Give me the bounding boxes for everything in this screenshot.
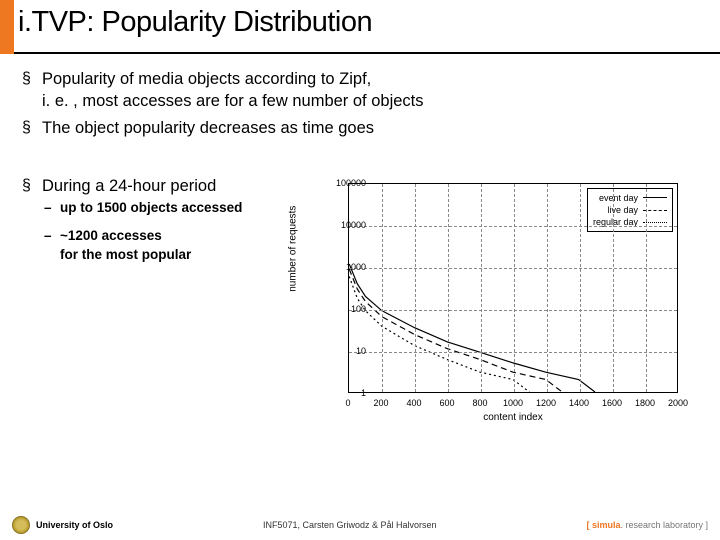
- series-regular-day: [349, 276, 529, 392]
- chart-wrap: event daylive dayregular day number of r…: [302, 175, 702, 435]
- gridline-v: [481, 184, 482, 392]
- x-tick-label: 1000: [503, 397, 523, 409]
- x-tick-label: 1800: [635, 397, 655, 409]
- x-tick-label: 800: [472, 397, 487, 409]
- lower-left: During a 24-hour period up to 1500 objec…: [22, 175, 302, 274]
- series-event-day: [349, 264, 595, 392]
- x-tick-label: 1400: [569, 397, 589, 409]
- gridline-v: [613, 184, 614, 392]
- title-bar: i.TVP: Popularity Distribution: [0, 0, 720, 54]
- content-area: Popularity of media objects according to…: [0, 54, 720, 435]
- title-accent: [0, 0, 14, 54]
- bullet-text: During a 24-hour period: [42, 177, 216, 195]
- x-tick-label: 2000: [668, 397, 688, 409]
- y-tick-label: 10000: [326, 219, 366, 231]
- lab-suffix: . research laboratory ]: [620, 520, 708, 530]
- y-tick-label: 100000: [326, 177, 366, 189]
- bullet-item: During a 24-hour period up to 1500 objec…: [22, 175, 302, 264]
- sub-bullets: up to 1500 objects accessed ~1200 access…: [42, 199, 302, 264]
- legend-item: event day: [593, 192, 667, 204]
- university-seal-icon: [12, 516, 30, 534]
- x-axis-label: content index: [348, 411, 678, 425]
- gridline-v: [448, 184, 449, 392]
- sub-bullet-item: up to 1500 objects accessed: [42, 199, 302, 217]
- gridline-v: [514, 184, 515, 392]
- x-tick-label: 200: [373, 397, 388, 409]
- plot-area: event daylive dayregular day: [348, 183, 678, 393]
- footer-lab: [ simula. research laboratory ]: [586, 520, 708, 530]
- gridline-v: [382, 184, 383, 392]
- gridline-v: [547, 184, 548, 392]
- bullet-item: The object popularity decreases as time …: [22, 117, 700, 139]
- slide: i.TVP: Popularity Distribution Popularit…: [0, 0, 720, 540]
- x-tick-label: 1200: [536, 397, 556, 409]
- y-axis-label: number of requests: [287, 205, 301, 291]
- gridline-h: [349, 352, 677, 353]
- gridline-h: [349, 268, 677, 269]
- legend-label: event day: [599, 192, 638, 204]
- x-tick-label: 600: [439, 397, 454, 409]
- footer: University of Oslo INF5071, Carsten Griw…: [0, 516, 720, 534]
- legend-item: live day: [593, 204, 667, 216]
- footer-course: INF5071, Carsten Griwodz & Pål Halvorsen: [113, 520, 586, 530]
- y-tick-label: 1000: [326, 261, 366, 273]
- x-tick-label: 1600: [602, 397, 622, 409]
- y-tick-label: 100: [326, 303, 366, 315]
- gridline-h: [349, 310, 677, 311]
- gridline-v: [580, 184, 581, 392]
- gridline-v: [415, 184, 416, 392]
- gridline-h: [349, 226, 677, 227]
- x-tick-label: 0: [345, 397, 350, 409]
- bullets-top: Popularity of media objects according to…: [22, 68, 700, 139]
- y-tick-label: 10: [326, 345, 366, 357]
- popularity-chart: event daylive dayregular day number of r…: [302, 175, 702, 435]
- university-name: University of Oslo: [36, 520, 113, 530]
- lab-name: simula: [592, 520, 621, 530]
- x-tick-label: 400: [406, 397, 421, 409]
- lower-section: During a 24-hour period up to 1500 objec…: [22, 175, 700, 435]
- footer-university: University of Oslo: [12, 516, 113, 534]
- sub-bullet-item: ~1200 accesses for the most popular: [42, 227, 302, 263]
- bullet-item: Popularity of media objects according to…: [22, 68, 700, 113]
- slide-title: i.TVP: Popularity Distribution: [14, 0, 720, 54]
- gridline-v: [646, 184, 647, 392]
